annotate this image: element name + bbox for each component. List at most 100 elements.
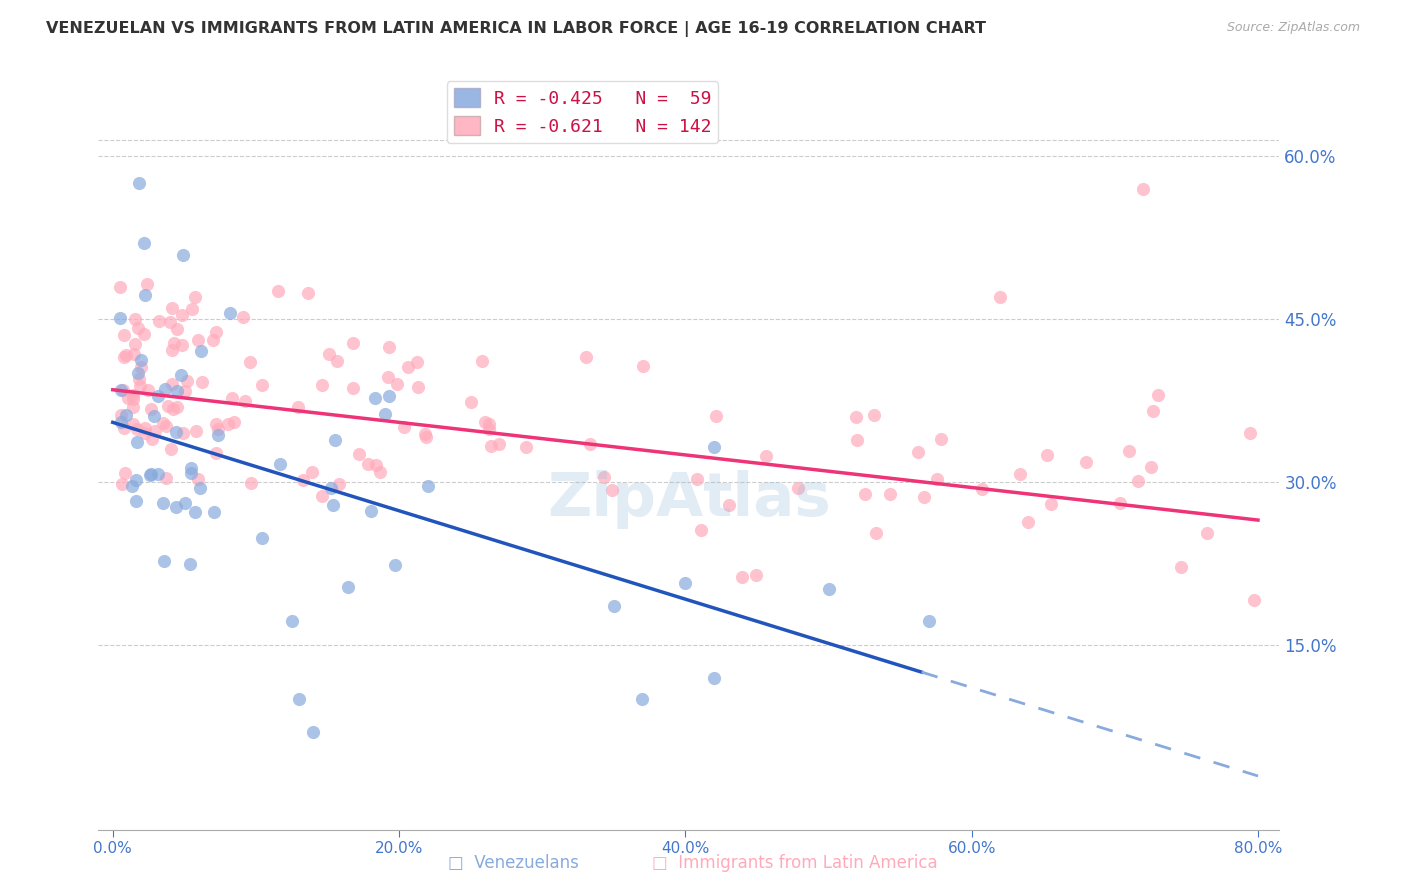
Point (139, 468, 162, 483)
Point (281, 614, 304, 628)
Text: □  Venezuelans: □ Venezuelans (447, 855, 579, 872)
Point (1146, 388, 1168, 402)
Point (631, 359, 654, 374)
Point (488, 437, 510, 451)
Point (187, 333, 209, 347)
Point (927, 472, 949, 486)
Point (319, 481, 342, 495)
Point (139, 401, 162, 416)
Point (460, 395, 482, 409)
Point (336, 580, 359, 594)
Point (162, 402, 184, 417)
Point (112, 328, 135, 343)
Point (342, 335, 364, 350)
Point (183, 505, 205, 519)
Point (396, 359, 419, 374)
Point (179, 557, 201, 571)
Point (744, 568, 766, 582)
Point (172, 426, 194, 441)
Point (110, 383, 132, 397)
Point (110, 477, 132, 491)
Point (287, 400, 309, 414)
Point (418, 479, 440, 493)
Point (392, 420, 415, 434)
Point (188, 481, 211, 495)
Point (239, 475, 262, 490)
Point (122, 401, 145, 415)
Point (122, 347, 145, 361)
Point (918, 614, 941, 628)
Point (328, 477, 350, 491)
Point (166, 384, 188, 398)
Point (184, 424, 207, 438)
Point (387, 376, 409, 391)
Point (124, 311, 146, 326)
Point (152, 495, 174, 509)
Point (474, 415, 496, 429)
Point (478, 422, 501, 436)
Point (180, 466, 202, 480)
Text: VENEZUELAN VS IMMIGRANTS FROM LATIN AMERICA IN LABOR FORCE | AGE 16-19 CORRELATI: VENEZUELAN VS IMMIGRANTS FROM LATIN AMER… (46, 21, 987, 37)
Point (297, 285, 319, 300)
Point (121, 479, 143, 493)
Point (165, 425, 187, 439)
Point (1074, 455, 1097, 469)
Point (166, 322, 188, 336)
Point (224, 415, 246, 429)
Point (160, 343, 183, 357)
Point (342, 381, 364, 395)
Point (406, 380, 429, 394)
Point (863, 408, 886, 422)
Point (579, 436, 602, 450)
Point (704, 409, 727, 424)
Point (180, 461, 202, 475)
Point (690, 523, 713, 537)
Point (204, 417, 226, 431)
Point (163, 336, 186, 351)
Point (1040, 496, 1063, 510)
Point (478, 417, 501, 431)
Point (357, 457, 380, 471)
Point (378, 389, 401, 403)
Point (172, 247, 194, 261)
Point (170, 308, 193, 322)
Point (110, 415, 132, 429)
Point (129, 360, 152, 375)
Point (146, 467, 169, 481)
Point (787, 481, 810, 495)
Point (205, 325, 228, 339)
Point (134, 421, 156, 435)
Point (368, 465, 391, 479)
Point (125, 493, 148, 508)
Point (165, 500, 187, 514)
Point (364, 458, 387, 472)
Point (207, 428, 229, 442)
Point (129, 353, 152, 368)
Point (250, 531, 273, 545)
Legend: R = -0.425   N =  59, R = -0.621   N = 142: R = -0.425 N = 59, R = -0.621 N = 142 (447, 81, 718, 143)
Point (1170, 560, 1192, 574)
Point (232, 310, 254, 325)
Point (127, 320, 149, 334)
Point (128, 372, 150, 386)
Point (686, 472, 709, 486)
Point (1139, 460, 1161, 475)
Point (122, 392, 145, 407)
Point (136, 277, 159, 292)
Point (221, 391, 243, 405)
Point (755, 449, 778, 463)
Point (1239, 425, 1261, 440)
Point (233, 393, 256, 408)
Point (138, 383, 160, 397)
Text: ZipAtlas: ZipAtlas (547, 470, 831, 529)
Point (731, 569, 754, 583)
Point (1243, 592, 1265, 607)
Point (406, 355, 429, 369)
Point (170, 368, 193, 382)
Point (703, 441, 725, 455)
Point (1197, 525, 1219, 540)
Point (201, 333, 224, 347)
Point (153, 382, 176, 396)
Point (318, 347, 340, 361)
Point (931, 432, 953, 446)
